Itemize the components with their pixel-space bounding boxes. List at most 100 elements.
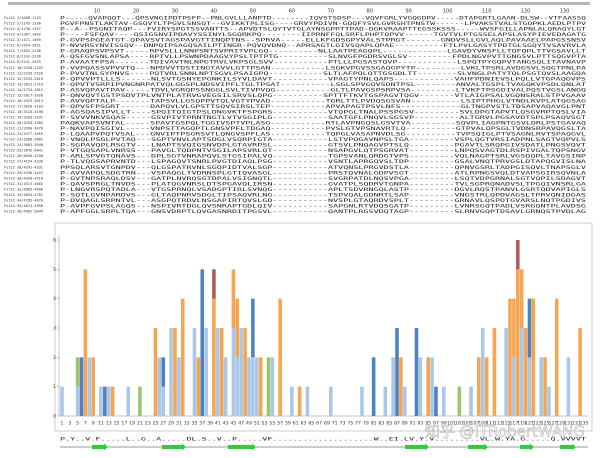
bar-segment (328, 386, 333, 416)
sequence-name: Fst22-16/2925-3013 (4, 99, 43, 103)
bar-segment (391, 357, 395, 416)
sequence: P-QAVSPRGLTNVDS---PLATQGVNRSLDTSPGAVQLIR… (60, 181, 586, 187)
bar-segment (161, 357, 166, 387)
sequence-name: Fst22-26/4046-4150 (4, 154, 43, 158)
bar-segment (231, 328, 236, 416)
sequence-name: Fst22-21/3390-3476 (4, 127, 43, 131)
x-tick-label: 17 (121, 421, 127, 427)
bar-segment (212, 269, 216, 299)
x-tick-label: 55 (269, 421, 275, 427)
x-tick-label: 25 (153, 421, 159, 427)
x-tick-label: 53 (262, 421, 268, 427)
sequence: P-AVPFGVPSLAGQS---NSPIVRTDGLQVSNRAPTGDLQ… (60, 203, 586, 209)
bar-segment (543, 357, 547, 416)
bar-segment (161, 386, 166, 416)
x-tick-label: 73 (340, 421, 346, 427)
sequence: P-AVVQPTALP-------TAPSVLLGSQPPVTQLVGTYPV… (60, 98, 586, 104)
strand-arrow (405, 443, 429, 451)
x-tick-label: 91 (410, 421, 416, 427)
x-tick-label: 51 (254, 421, 260, 427)
bar-segment (99, 386, 103, 416)
bar-segment (196, 357, 201, 416)
ruler-label: 70 (328, 9, 334, 15)
bar-segment (219, 328, 224, 416)
x-tick-label: 111 (486, 421, 495, 427)
bar-segment (539, 357, 543, 416)
sequence-name: Fst22-2/1145-1236 (4, 22, 41, 26)
bar-segment (216, 328, 220, 416)
bar-segment (75, 357, 80, 387)
ruler-label: 30 (172, 9, 178, 15)
y-tick-label: 1 (53, 384, 56, 390)
x-tick-label: 117 (509, 421, 518, 427)
sequence-name: Fst22-11/2435-2529 (4, 71, 43, 75)
sequence: P-TLVQGSAPRVNTD---LSPAGQVTSNRLPVGTDIAQLP… (60, 159, 586, 165)
bar-segment (305, 386, 310, 416)
bar-segment (153, 328, 158, 416)
bar-segment (212, 298, 216, 416)
sequence-name: Fst22-23/3568-3662 (4, 138, 43, 142)
bar-segment (547, 386, 551, 416)
bar-segment (418, 357, 423, 416)
sequence-name: Fst22-10/2328-2432 (4, 66, 43, 70)
chart-frame (54, 222, 593, 432)
ruler-label: 60 (289, 9, 295, 15)
sequence-name: Fst22-13/2621-2719 (4, 82, 43, 86)
x-tick-label: 67 (316, 421, 322, 427)
x-tick-label: 135 (580, 421, 589, 427)
bar-segment (469, 386, 473, 416)
bar-segment (169, 328, 173, 416)
bar-segment (512, 357, 516, 416)
sequence: P-NVVRSYNVISSQV--DNPQIPSAGQSAILPTINGR-PQ… (60, 43, 586, 49)
bar-segment (83, 269, 88, 416)
bar-segment (527, 298, 532, 358)
sequence: P-GVTNPSRAQLDSV---GATPLNVRQSGTDPALVSIGNQ… (60, 176, 586, 182)
ruler-label: 90 (406, 9, 412, 15)
bar-segment (515, 240, 520, 270)
x-tick-label: 105 (463, 421, 472, 427)
sequence: P-AGSQASIPVLLT----SPQITQIGTPSLDNGVKTFSPG… (60, 109, 586, 115)
strand-arrow (92, 443, 108, 451)
sequence: P-LNGVRSPQTADLA---VTGSPRNQLVSADGPTIRLSVN… (60, 187, 586, 193)
y-tick-label: 3 (53, 326, 56, 332)
x-tick-label: 129 (556, 421, 565, 427)
bar-segment (434, 386, 438, 416)
sequence-name: Fst22-9/2241-2325 (4, 60, 41, 64)
x-tick-label: 65 (308, 421, 314, 427)
x-tick-label: 41 (215, 421, 221, 427)
bar-segment (235, 298, 240, 358)
sequence-name: Fst22-33/4694-4781 (4, 193, 43, 197)
x-tick-label: 109 (478, 421, 487, 427)
x-tick-label: 23 (145, 421, 151, 427)
bar-segment (290, 386, 294, 416)
sequence: P-----QVAPQQT---QPSVNGIPDTPSFP--PNLGVLLL… (60, 16, 586, 22)
strand-arrow (560, 443, 576, 451)
sequence: P-VNQLPSGLPVTAQ---SGPTVNVLAPTSDGLVSQRPIG… (60, 137, 586, 143)
sequence-name: Fst22-5/1471-1569 (4, 38, 41, 42)
sequence: P-AVAATFPSA-------TDIVAVTNLNPGTRVLVKPSGL… (60, 60, 586, 66)
bar-segment (110, 386, 115, 416)
bar-segment (395, 328, 399, 416)
bar-segment (527, 357, 532, 416)
consensus: P.Y..V.F.....L..G..A.....DL.S..V..P.....… (60, 437, 586, 443)
y-tick-label: 6 (53, 238, 56, 244)
x-tick-label: 13 (106, 421, 112, 427)
bar-segment (231, 269, 236, 328)
y-tick-label: 2 (53, 355, 56, 361)
bar-segment (60, 386, 64, 416)
sequence-name: Fst22-7/2052-2138 (4, 49, 41, 53)
bar-segment (371, 357, 376, 416)
bar-segment (180, 298, 185, 416)
x-tick-label: 3 (68, 421, 71, 427)
x-tick-label: 69 (324, 421, 330, 427)
sequence: P-AVVAPQLSDGTRN---VSPAQGLTVDRNSPLGTIQVAS… (60, 170, 586, 176)
bar-segment (399, 357, 403, 416)
bar-segment (426, 357, 430, 416)
x-tick-label: 107 (471, 421, 480, 427)
x-tick-label: 63 (301, 421, 307, 427)
bar-segment (126, 386, 131, 416)
ruler-label: 120 (521, 9, 531, 15)
sequence: P-QPVTVSRPIPVNGNRPATVQLGGSPLNDSVIPFLTGLT… (60, 82, 586, 88)
sequence-name: Fst22-4/1367-1462 (4, 33, 41, 37)
